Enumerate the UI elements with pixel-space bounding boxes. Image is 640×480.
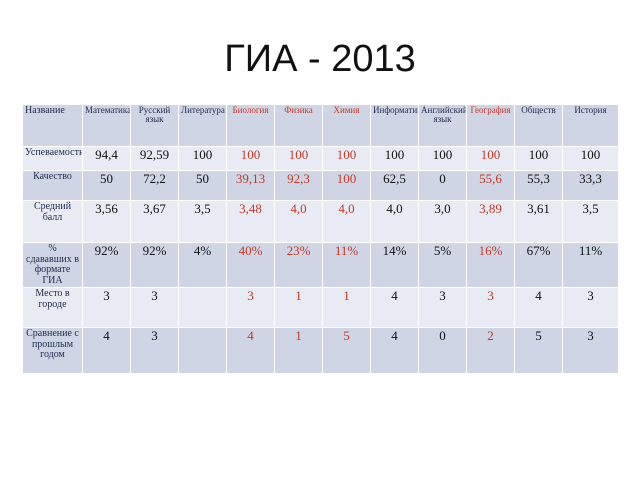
subject-header: Информатика	[370, 104, 419, 147]
row-label: % сдававших в формате ГИА	[22, 242, 83, 288]
table-cell: 40%	[226, 242, 275, 288]
table-cell: 100	[514, 146, 563, 171]
table-cell: 5%	[418, 242, 467, 288]
subject-header: Английский язык	[418, 104, 467, 147]
table-cell: 1	[274, 327, 323, 374]
header-row: Название Математика Русский язык Литература…	[22, 104, 619, 147]
subject-header: Математика	[82, 104, 131, 147]
table-cell: 62,5	[370, 170, 419, 201]
table-cell: 100	[178, 146, 227, 171]
table-cell: 5	[322, 327, 371, 374]
subject-header: Физика	[274, 104, 323, 147]
table-cell: 3,5	[178, 200, 227, 243]
subject-header: Обществ	[514, 104, 563, 147]
table-cell: 100	[322, 170, 371, 201]
table-cell: 16%	[466, 242, 515, 288]
table-cell: 1	[274, 287, 323, 328]
table-cell: 4	[514, 287, 563, 328]
subject-header: Русский язык	[130, 104, 179, 147]
subject-header: Биология	[226, 104, 275, 147]
table-cell: 100	[226, 146, 275, 171]
table-cell: 11%	[322, 242, 371, 288]
row-label: Место в городе	[22, 287, 83, 328]
slide-title: ГИА - 2013	[224, 38, 416, 80]
table-cell: 92,3	[274, 170, 323, 201]
table-row: Сравнение с прошлым годом 4 3 4 1 5 4 0 2 5 3	[22, 327, 619, 374]
table-cell: 0	[418, 327, 467, 374]
table-cell: 94,4	[82, 146, 131, 171]
table-cell: 92%	[82, 242, 131, 288]
table-cell: 3	[562, 287, 619, 328]
table-cell: 92,59	[130, 146, 179, 171]
table-cell: 4	[226, 327, 275, 374]
table-cell: 14%	[370, 242, 419, 288]
table-cell: 4	[370, 287, 419, 328]
table-row: Место в городе 3 3 3 1 1 4 3 3 4 3	[22, 287, 619, 328]
table-cell: 3	[130, 287, 179, 328]
table-cell	[178, 287, 227, 328]
row-label: Успеваемость	[22, 146, 83, 171]
table-cell: 100	[562, 146, 619, 171]
subject-header: Литература	[178, 104, 227, 147]
table-cell: 3	[130, 327, 179, 374]
subject-header: Химия	[322, 104, 371, 147]
table-cell: 3,5	[562, 200, 619, 243]
table-cell: 3	[82, 287, 131, 328]
table-cell: 33,3	[562, 170, 619, 201]
table-cell: 100	[418, 146, 467, 171]
table-cell: 3,61	[514, 200, 563, 243]
table-cell: 3	[226, 287, 275, 328]
table-cell: 100	[322, 146, 371, 171]
row-label: Средний балл	[22, 200, 83, 243]
table-cell: 4	[82, 327, 131, 374]
table-cell: 50	[82, 170, 131, 201]
table-cell: 0	[418, 170, 467, 201]
table-cell: 100	[274, 146, 323, 171]
table-cell: 4,0	[370, 200, 419, 243]
table-cell: 5	[514, 327, 563, 374]
results-table: Название Математика Русский язык Литература…	[22, 104, 619, 374]
table-cell: 55,6	[466, 170, 515, 201]
table-cell: 3,56	[82, 200, 131, 243]
table-cell: 3	[418, 287, 467, 328]
table-cell: 4,0	[274, 200, 323, 243]
table-cell: 3,0	[418, 200, 467, 243]
table-cell: 3,67	[130, 200, 179, 243]
table-cell	[178, 327, 227, 374]
table-cell: 55,3	[514, 170, 563, 201]
table-cell: 4	[370, 327, 419, 374]
table-cell: 39,13	[226, 170, 275, 201]
table-cell: 3	[562, 327, 619, 374]
subject-header: История	[562, 104, 619, 147]
table-cell: 3	[466, 287, 515, 328]
table-cell: 4,0	[322, 200, 371, 243]
table-row: Средний балл 3,56 3,67 3,5 3,48 4,0 4,0 4,0 3,0 3…	[22, 200, 619, 243]
table-cell: 23%	[274, 242, 323, 288]
table-cell: 3,48	[226, 200, 275, 243]
table-row: Успеваемость 94,4 92,59 100 100 100 100 100 100 1…	[22, 146, 619, 171]
table-cell: 3,89	[466, 200, 515, 243]
table-cell: 1	[322, 287, 371, 328]
table-cell: 100	[370, 146, 419, 171]
row-label: Сравнение с прошлым годом	[22, 327, 83, 374]
corner-label: Название	[22, 104, 83, 147]
table-cell: 50	[178, 170, 227, 201]
table-cell: 2	[466, 327, 515, 374]
table-cell: 4%	[178, 242, 227, 288]
table-row: % сдававших в формате ГИА 92% 92% 4% 40% 23% 1…	[22, 242, 619, 288]
table-row: Качество 50 72,2 50 39,13 92,3 100 62,5 0 55,6 55,…	[22, 170, 619, 201]
row-label: Качество	[22, 170, 83, 201]
subject-header: География	[466, 104, 515, 147]
table-cell: 67%	[514, 242, 563, 288]
table-cell: 11%	[562, 242, 619, 288]
table-cell: 72,2	[130, 170, 179, 201]
table-cell: 92%	[130, 242, 179, 288]
table-cell: 100	[466, 146, 515, 171]
